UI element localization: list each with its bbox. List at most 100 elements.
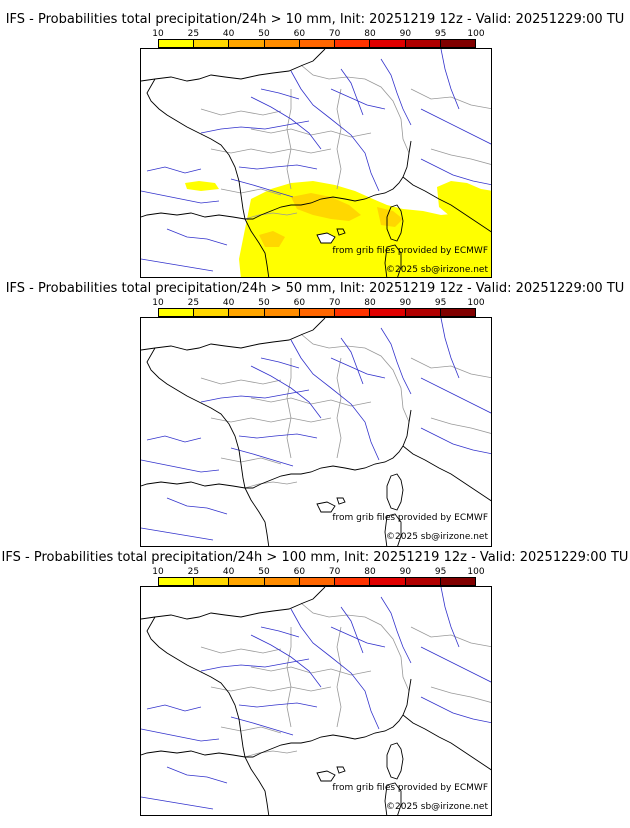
river [290, 339, 380, 461]
panel-title: IFS - Probabilities total precipitation/… [5, 281, 625, 296]
panel-title: IFS - Probabilities total precipitation/… [5, 12, 625, 27]
admin-border [430, 417, 491, 434]
admin-border [250, 666, 372, 676]
colorbar-tick-label: 95 [434, 298, 447, 308]
colorbar-tick-label: 50 [258, 298, 270, 308]
river [380, 327, 412, 395]
colorbar-tick-label: 90 [399, 29, 412, 39]
admin-border [220, 188, 282, 196]
river [290, 70, 380, 192]
coastline [386, 204, 404, 242]
coastline [386, 742, 404, 780]
river [330, 357, 386, 379]
admin-border [200, 377, 282, 385]
river [380, 58, 412, 126]
admin-border [200, 646, 282, 654]
river [260, 626, 300, 638]
river [200, 658, 310, 672]
river [166, 766, 228, 784]
colorbar-tick-label: 50 [258, 29, 270, 39]
coastline [245, 409, 412, 489]
colorbar-tick-label: 25 [187, 298, 200, 308]
river [420, 696, 491, 724]
river [420, 108, 491, 145]
colorbar-tick-label: 70 [328, 29, 341, 39]
coastline [316, 770, 336, 782]
colorbar-swatch [159, 578, 195, 585]
coastline [141, 49, 326, 82]
precip-area-moderate [259, 231, 285, 247]
coastline [244, 756, 270, 815]
admin-border [336, 626, 342, 728]
coastline [141, 481, 246, 489]
coastline [316, 501, 336, 513]
precipitation-map: from grib files provided by ECMWF ©2025 … [140, 586, 492, 816]
river [166, 228, 228, 246]
coastline [336, 497, 346, 505]
coastline [316, 232, 336, 244]
forecast-panel-50mm: IFS - Probabilities total precipitation/… [0, 281, 630, 551]
colorbar-tick-label: 70 [328, 567, 341, 577]
colorbar-tick-label: 10 [152, 29, 164, 39]
coastline [402, 445, 491, 502]
coastline [141, 318, 326, 351]
credit-copyright: ©2025 sb@irizone.net [386, 802, 488, 812]
river [250, 634, 322, 688]
map-canvas [141, 587, 491, 815]
colorbar [158, 577, 476, 586]
colorbar-swatch [405, 578, 441, 585]
colorbar-swatch [194, 309, 230, 316]
admin-border [300, 602, 410, 692]
colorbar-swatch [264, 309, 300, 316]
river [340, 337, 364, 385]
colorbar-ticks: 10 25 40 50 60 70 80 90 95 100 [152, 298, 484, 308]
river [238, 164, 318, 170]
river [146, 704, 202, 712]
river [260, 357, 300, 369]
coastline [386, 473, 404, 511]
colorbar-swatch [440, 40, 475, 47]
admin-border [210, 686, 332, 692]
precipitation-map: from grib files provided by ECMWF ©2025 … [140, 48, 492, 278]
credit-copyright: ©2025 sb@irizone.net [386, 265, 488, 275]
colorbar-tick-label: 10 [152, 298, 164, 308]
coastline [244, 218, 270, 277]
coastline [402, 176, 491, 233]
credit-copyright: ©2025 sb@irizone.net [386, 532, 488, 542]
river [200, 389, 310, 403]
admin-border [244, 212, 298, 220]
admin-border [220, 726, 282, 734]
admin-border [286, 627, 292, 728]
colorbar [158, 308, 476, 317]
river [141, 190, 220, 204]
river [440, 318, 460, 379]
river [146, 435, 202, 443]
river [141, 459, 220, 473]
forecast-panel-10mm: IFS - Probabilities total precipitation/… [0, 12, 630, 282]
admin-border [410, 88, 491, 110]
admin-border [410, 626, 491, 648]
colorbar-tick-label: 80 [364, 567, 376, 577]
coastline [245, 140, 412, 220]
colorbar-tick-label: 25 [187, 567, 200, 577]
river [141, 258, 214, 272]
river [250, 365, 322, 419]
colorbar-tick-label: 60 [293, 298, 306, 308]
river [141, 796, 214, 810]
colorbar-swatch [335, 309, 371, 316]
colorbar-swatch [299, 40, 336, 47]
coastline [141, 587, 326, 620]
colorbar-swatch [194, 40, 230, 47]
river [330, 626, 386, 648]
colorbar-swatch [370, 40, 406, 47]
admin-border [336, 357, 342, 459]
colorbar-swatch [229, 309, 265, 316]
colorbar-tick-label: 100 [467, 567, 485, 577]
colorbar-ticks: 10 25 40 50 60 70 80 90 95 100 [152, 567, 484, 577]
coastline [146, 78, 246, 220]
colorbar-swatch [335, 578, 371, 585]
colorbar-swatch [370, 578, 406, 585]
colorbar-tick-label: 40 [222, 298, 235, 308]
colorbar-tick-label: 40 [222, 29, 235, 39]
precip-area-light [185, 181, 219, 191]
